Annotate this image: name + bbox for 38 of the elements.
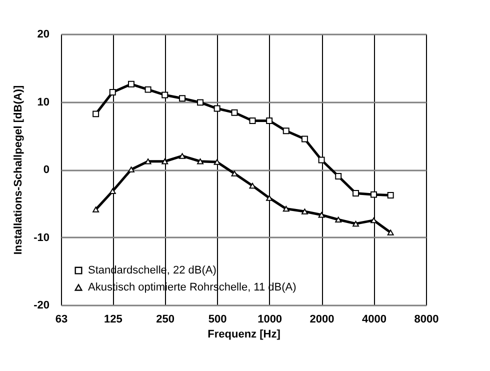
y-tick-label: 10 [37,96,50,108]
point [231,109,238,116]
x-axis-title: Frequenz [Hz] [208,328,281,340]
point [179,95,186,102]
point [92,110,100,118]
point [109,89,116,96]
point [92,206,100,212]
point [266,117,273,124]
y-tick-label: 20 [37,28,50,40]
point [197,99,204,106]
point [282,206,290,212]
y-tick-label: 0 [43,164,50,176]
y-tick-label: -20 [34,300,50,312]
point [352,220,360,227]
point [282,128,290,134]
x-tick-label: 1000 [258,314,282,326]
point [352,190,360,196]
point [214,105,220,112]
point [387,192,394,198]
point [318,156,325,164]
y-tick-label: -10 [34,232,50,244]
x-tick-label: 4000 [362,314,387,326]
y-axis-title: Installations-Schallpegel [dB(A)] [12,85,25,255]
point [370,191,378,198]
x-tick-label: 8000 [414,314,439,326]
x-tick-label: 63 [55,314,68,326]
point [162,92,168,98]
point [335,173,342,180]
x-tick-label: 500 [208,314,227,326]
x-tick-label: 2000 [310,314,334,326]
point [128,80,134,88]
point [249,117,256,124]
x-tick-label: 250 [156,314,175,326]
point [197,158,204,164]
point [387,230,394,236]
x-tick-label: 125 [104,314,122,326]
point [144,86,152,93]
point [301,136,308,142]
